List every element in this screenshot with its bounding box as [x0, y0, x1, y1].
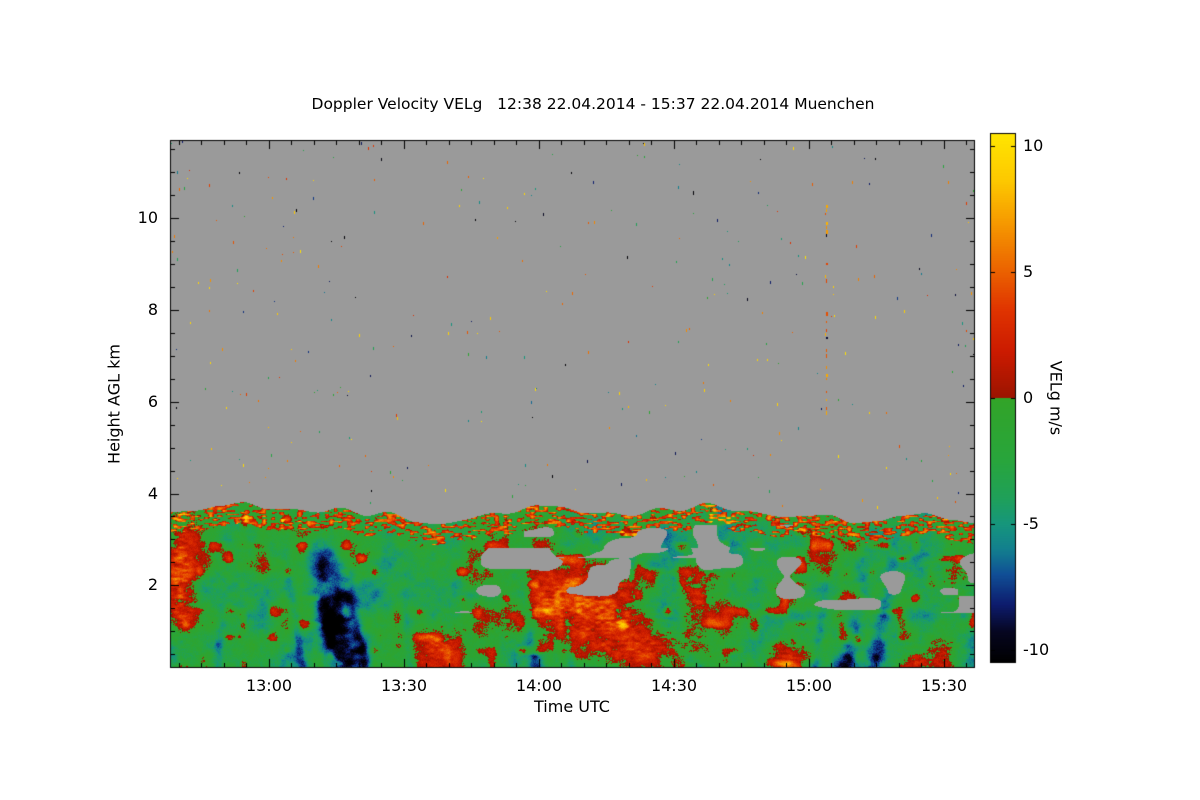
x-tick-label: 13:00: [245, 676, 293, 695]
colorbar-tick-label: 5: [1023, 262, 1034, 281]
x-tick-label: 15:30: [920, 676, 968, 695]
y-tick-label: 8: [147, 300, 158, 319]
colorbar-tick-label: 0: [1023, 388, 1034, 407]
x-tick-label: 14:00: [515, 676, 563, 695]
y-tick-label: 10: [137, 208, 158, 227]
y-tick-label: 6: [147, 392, 158, 411]
x-tick-label: 14:30: [650, 676, 698, 695]
y-tick-label: 4: [147, 484, 158, 503]
x-tick-label: 15:00: [785, 676, 833, 695]
chart-title: Doppler Velocity VELg 12:38 22.04.2014 -…: [311, 95, 875, 113]
y-tick-label: 2: [147, 575, 158, 594]
colorbar-tick-label: -10: [1023, 640, 1050, 659]
colorbar-tick-label: -5: [1023, 514, 1039, 533]
x-tick-label: 13:30: [380, 676, 428, 695]
x-axis-label: Time UTC: [534, 697, 610, 716]
colorbar-tick-label: 10: [1023, 136, 1044, 155]
